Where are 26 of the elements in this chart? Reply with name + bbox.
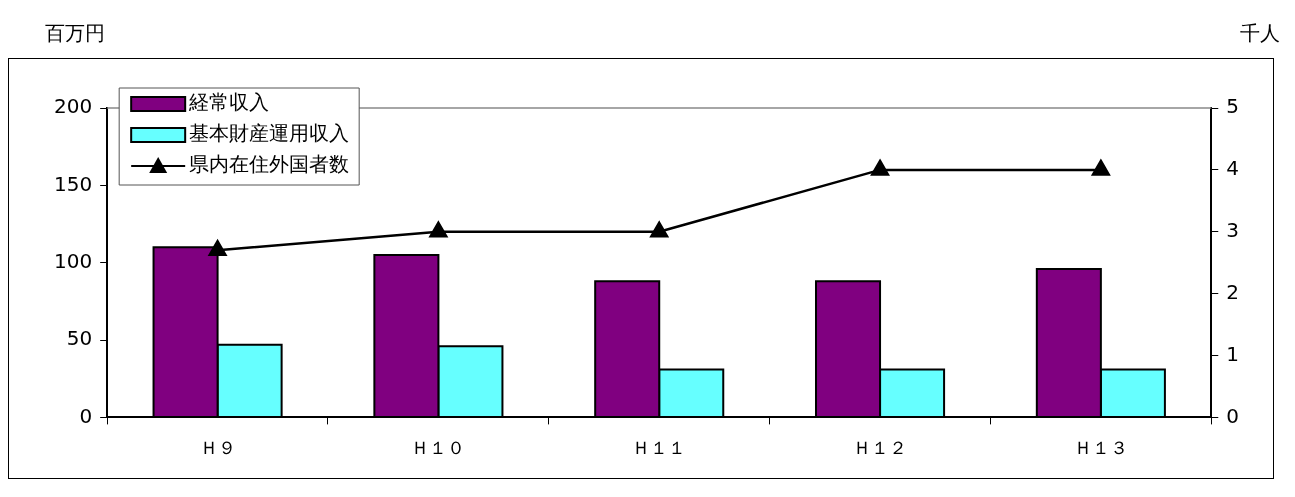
y-tick-label: 100 <box>53 248 93 273</box>
point <box>429 221 448 238</box>
y2-tick-label: 0 <box>1226 403 1240 428</box>
x-tick-label: Ｈ９ <box>199 436 236 458</box>
y2-tick-label: 5 <box>1226 94 1240 119</box>
point <box>650 221 669 238</box>
y2-tick-label: 1 <box>1226 341 1240 366</box>
y2-tick-label: 3 <box>1226 217 1240 242</box>
legend-label: 経常収入 <box>188 90 270 115</box>
y-tick-label: 50 <box>66 326 93 351</box>
x-tick-label: Ｈ１０ <box>411 436 466 458</box>
y2-tick-label: 2 <box>1226 279 1240 304</box>
point <box>208 240 227 257</box>
y-tick-label: 0 <box>79 403 93 428</box>
y2-tick-label: 4 <box>1226 156 1240 181</box>
legend-label: 基本財産運用収入 <box>189 121 350 146</box>
point <box>1091 159 1110 176</box>
point <box>871 159 890 176</box>
y-axis-title: 百万円 <box>45 20 105 47</box>
x-tick-label: Ｈ１１ <box>632 436 687 458</box>
y2-axis-title: 千人 <box>1240 20 1280 47</box>
x-tick-label: Ｈ１３ <box>1073 436 1128 458</box>
y-tick-label: 200 <box>53 94 93 119</box>
legend-label: 県内在住外国者数 <box>189 152 350 177</box>
x-tick-label: Ｈ１２ <box>853 436 908 458</box>
y-tick-label: 150 <box>53 171 93 196</box>
